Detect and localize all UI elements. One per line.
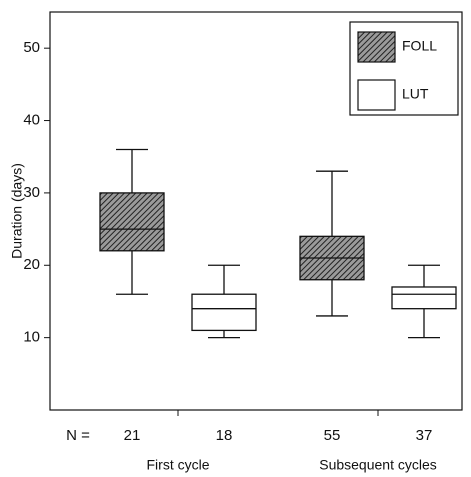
group-label: Subsequent cycles	[319, 457, 437, 473]
n-value: 37	[416, 427, 433, 444]
y-axis-label: Duration (days)	[9, 163, 25, 259]
group-label: First cycle	[147, 457, 210, 473]
box	[99, 192, 165, 252]
n-label: N =	[66, 427, 90, 444]
y-tick-label: 20	[23, 256, 40, 273]
y-tick-label: 10	[23, 329, 40, 346]
plot-frame	[49, 11, 463, 411]
y-tick-label: 30	[23, 184, 40, 201]
n-value: 55	[324, 427, 341, 444]
box	[391, 286, 457, 310]
y-tick-label: 50	[23, 39, 40, 56]
legend-swatch	[357, 79, 396, 111]
legend-label: FOLL	[402, 38, 437, 54]
legend-label: LUT	[402, 86, 429, 102]
y-tick-label: 40	[23, 112, 40, 129]
box	[191, 293, 257, 332]
n-value: 21	[124, 427, 141, 444]
n-value: 18	[216, 427, 233, 444]
legend-swatch	[357, 31, 396, 63]
